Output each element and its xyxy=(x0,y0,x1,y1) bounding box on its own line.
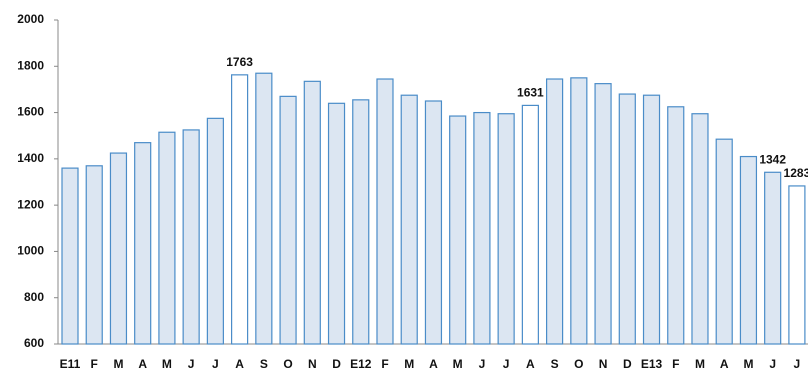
x-tick-label: A xyxy=(526,357,535,371)
x-tick-label: D xyxy=(332,357,341,371)
x-tick-label: M xyxy=(113,357,123,371)
x-tick-label: E12 xyxy=(350,357,372,371)
bar xyxy=(158,131,176,345)
x-tick-label: A xyxy=(429,357,438,371)
x-tick-label: M xyxy=(695,357,705,371)
bar xyxy=(618,93,636,345)
bar xyxy=(303,80,321,345)
x-tick-label: J xyxy=(479,357,486,371)
x-tick-label: S xyxy=(260,357,268,371)
bar xyxy=(352,99,370,345)
data-label: 1283 xyxy=(784,166,808,180)
x-tick-label: E11 xyxy=(60,357,81,371)
bar xyxy=(642,94,661,345)
x-tick-label: M xyxy=(453,357,463,371)
bar xyxy=(521,104,539,345)
bar xyxy=(545,78,564,345)
y-tick-label: 1800 xyxy=(17,58,44,72)
bar xyxy=(424,100,443,345)
x-tick-label: M xyxy=(404,357,414,371)
x-tick-label: J xyxy=(769,357,776,371)
bar xyxy=(739,155,758,345)
y-tick-label: 2000 xyxy=(17,12,44,26)
bar xyxy=(231,74,249,345)
y-tick-label: 1200 xyxy=(17,197,44,211)
bar xyxy=(473,111,491,345)
bar xyxy=(570,77,588,345)
y-tick-label: 1000 xyxy=(17,244,44,258)
bar xyxy=(85,165,103,345)
x-tick-label: E13 xyxy=(641,357,663,371)
x-tick-label: F xyxy=(672,357,679,371)
x-tick-label: J xyxy=(188,357,195,371)
bar xyxy=(255,72,273,345)
bar xyxy=(715,138,733,345)
x-tick-label: N xyxy=(308,357,317,371)
bar xyxy=(206,117,224,345)
bar xyxy=(61,167,79,345)
bar xyxy=(400,94,418,345)
y-tick-label: 800 xyxy=(24,290,44,304)
bar xyxy=(497,113,515,345)
x-tick-label: O xyxy=(574,357,583,371)
x-tick-label: F xyxy=(91,357,98,371)
x-tick-label: J xyxy=(212,357,219,371)
x-tick-label: A xyxy=(235,357,244,371)
bar xyxy=(764,171,782,345)
bar xyxy=(594,83,612,345)
bar xyxy=(449,115,467,345)
data-label: 1763 xyxy=(226,55,253,69)
bar xyxy=(279,95,297,345)
bar xyxy=(376,78,394,345)
bar xyxy=(134,142,152,345)
x-tick-label: A xyxy=(720,357,729,371)
x-tick-label: J xyxy=(503,357,510,371)
x-tick-label: A xyxy=(138,357,147,371)
x-tick-label: D xyxy=(623,357,632,371)
y-tick-label: 1400 xyxy=(17,151,44,165)
x-tick-label: M xyxy=(162,357,172,371)
x-tick-label: J xyxy=(794,357,801,371)
x-tick-label: F xyxy=(381,357,388,371)
bar xyxy=(691,113,709,345)
y-tick-label: 1600 xyxy=(17,105,44,119)
bar xyxy=(788,185,806,345)
data-label: 1631 xyxy=(517,86,544,100)
y-tick-label: 600 xyxy=(24,336,44,350)
x-tick-label: N xyxy=(599,357,608,371)
bar xyxy=(667,106,685,345)
x-tick-label: S xyxy=(551,357,559,371)
bar xyxy=(327,102,346,345)
x-tick-label: O xyxy=(283,357,292,371)
data-label: 1342 xyxy=(759,152,786,166)
bar xyxy=(109,152,128,345)
x-tick-label: M xyxy=(743,357,753,371)
bar xyxy=(182,129,200,345)
